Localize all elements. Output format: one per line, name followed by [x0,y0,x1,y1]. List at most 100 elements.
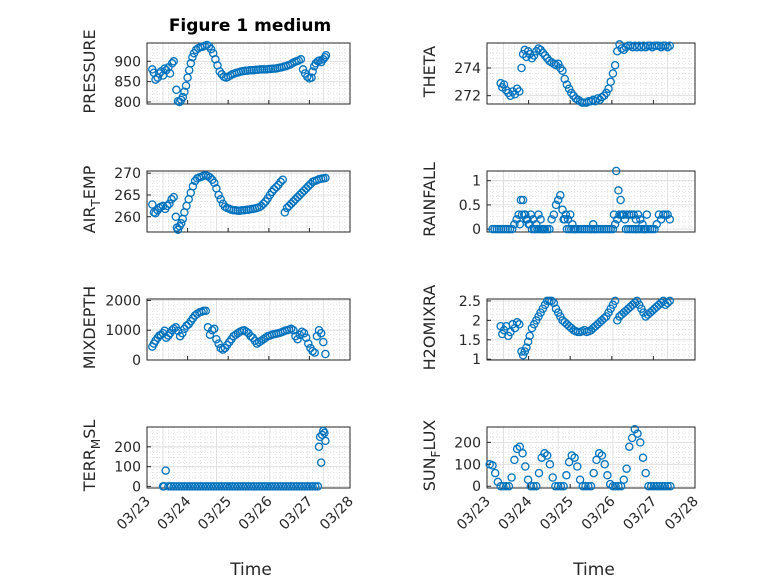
data-point [620,215,630,224]
data-point [534,468,544,478]
data-point [284,482,293,491]
data-point [498,329,507,339]
subplot-mixdepth: 0 1000 2000 MIXDEPTH [80,286,351,369]
data-point [167,59,177,68]
x-tick-label: 03/24 [496,493,536,533]
data-point [212,334,221,344]
data-point [169,57,178,66]
figure-title: Figure 1 medium [169,16,331,36]
data-point [308,346,317,356]
y-axis-label: H2OMIXRA [420,285,439,371]
data-point [176,219,186,228]
data-point [252,482,261,491]
data-point [214,339,223,348]
data-point [301,333,311,342]
data-point [282,203,292,213]
data-point [562,80,572,89]
y-tick-label: 0 [472,479,481,495]
data-point [603,471,612,480]
data-point [512,318,522,327]
data-point [556,481,566,491]
data-point [169,482,178,491]
data-point [257,482,267,491]
data-point [525,331,534,341]
data-point [661,41,670,51]
data-point [562,471,571,480]
data-point [321,173,330,183]
data-point [496,481,505,491]
data-point [182,321,191,331]
data-point [259,199,268,208]
data-point [276,482,285,491]
data-point [663,210,672,219]
y-tick-label: 1 [472,174,481,190]
data-point [547,215,556,224]
data-point [167,195,176,204]
data-point [230,482,240,491]
y-tick-label: 265 [114,188,141,204]
y-tick-label: 800 [114,95,141,111]
data-point [630,424,640,434]
data-point [222,482,232,491]
data-point [610,220,620,229]
data-point [524,220,533,229]
data-point [267,187,277,197]
data-point [289,482,299,491]
y-axis-label: TERRMSL [80,420,103,493]
data-point [249,482,259,491]
data-point [539,224,549,234]
data-point [556,190,565,200]
data-point [627,433,637,443]
data-point [181,81,191,90]
data-point [517,63,526,73]
data-point [652,481,661,491]
data-point [163,201,172,211]
data-point [269,185,279,194]
data-point [300,482,309,491]
data-point [501,481,511,491]
data-point [570,224,579,234]
data-point [238,482,248,491]
y-tick-label: 0 [472,222,481,238]
data-point [616,195,625,205]
data-point [602,88,611,98]
data-point [246,331,255,341]
data-point [193,482,203,491]
data-point [663,42,672,52]
data-point [549,298,559,308]
y-axis-label: PRESSURE [80,29,99,113]
data-point [244,482,253,491]
y-tick-label: 1 [472,352,481,368]
data-point [257,201,266,211]
data-point [609,210,619,219]
y-tick-label: 260 [114,210,141,226]
data-point [553,59,563,69]
data-point [304,339,313,348]
data-point [214,190,223,200]
data-point [507,473,516,482]
data-point [656,215,666,224]
data-point [280,208,290,217]
axes-frame [146,42,351,105]
data-point [636,438,645,447]
data-point [551,481,560,491]
data-point [265,482,275,491]
data-point [631,215,641,224]
data-point [649,481,659,491]
data-point [165,199,174,208]
data-point [638,453,648,462]
data-point [526,481,536,491]
data-point [642,210,652,219]
data-point [196,482,205,491]
data-point [584,481,593,491]
data-point [169,192,178,202]
data-point [625,442,634,451]
data-point [201,482,211,491]
data-point [165,69,175,78]
data-point [198,482,208,491]
data-point [665,215,675,224]
data-point [568,220,577,229]
data-point [608,69,618,78]
data-point [295,482,304,491]
